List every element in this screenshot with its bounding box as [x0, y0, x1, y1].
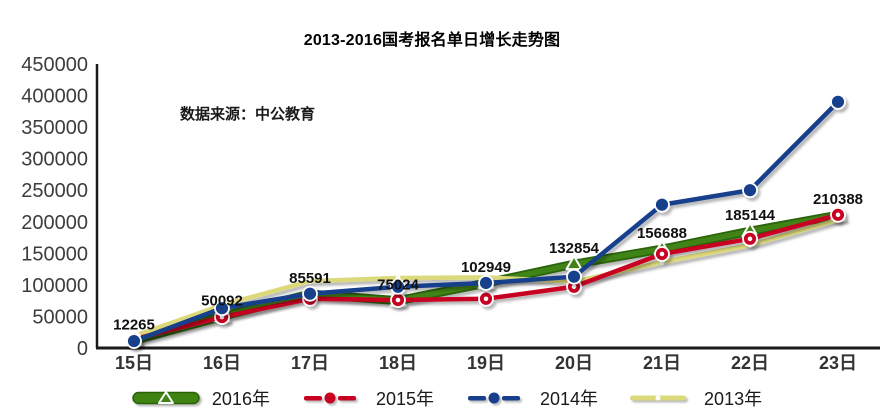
- data-label: 50092: [201, 292, 243, 309]
- data-point-white-dot: [307, 278, 313, 284]
- data-point-dot: [214, 300, 230, 317]
- y-axis-tick-label: 100000: [21, 275, 88, 297]
- x-axis-tick-label: 20日: [555, 353, 593, 373]
- data-point-dot: [830, 93, 846, 110]
- x-axis-tick-label: 15日: [115, 353, 153, 373]
- legend-line: [337, 396, 356, 401]
- line-chart: 0 50000 100000 150000 200000 250000 300000 3500…: [21, 54, 880, 373]
- y-axis-tick-label: 400000: [21, 86, 88, 108]
- legend-label: 2014年: [540, 389, 599, 409]
- data-label: 85591: [289, 270, 331, 287]
- legend-swatch: [132, 391, 200, 405]
- x-axis-tick-label: 19日: [467, 353, 505, 373]
- data-point-dot-center: [747, 236, 753, 242]
- y-axis-tick-label: 350000: [21, 117, 88, 139]
- y-axis-tick-label: 250000: [21, 180, 88, 202]
- series-2014年: [126, 93, 846, 349]
- y-axis-tick-label: 300000: [21, 149, 88, 171]
- legend-label: 2016年: [211, 389, 270, 409]
- y-axis-tick-label: 450000: [21, 54, 88, 76]
- series-2015年: [126, 206, 846, 348]
- data-point-dot-center: [483, 296, 489, 302]
- legend-swatch: [630, 395, 687, 401]
- legend-dot-icon: [488, 392, 500, 404]
- x-axis-tick-label: 17日: [291, 353, 329, 373]
- legend-dot-icon: [655, 395, 661, 401]
- data-point-dot: [478, 275, 494, 291]
- y-axis-tick-label: 50000: [32, 306, 88, 328]
- data-label: 132854: [549, 240, 600, 257]
- data-point-dot-center: [395, 297, 401, 303]
- legend-line: [468, 396, 486, 401]
- data-point-dot-center: [835, 212, 841, 218]
- data-point-dot: [566, 268, 582, 285]
- source-note: 数据来源：中公教育: [180, 106, 316, 123]
- x-axis-tick-label: 21日: [643, 353, 681, 373]
- x-axis-tick-label: 22日: [731, 353, 769, 373]
- data-point-dot: [126, 333, 142, 349]
- y-axis-tick-label: 0: [77, 338, 88, 360]
- data-label: 156688: [637, 225, 687, 242]
- chart-title: 2013-2016国考报名单日增长走势图: [303, 32, 561, 49]
- legend-item-2015年: 2015年: [296, 385, 434, 411]
- data-point-dot-center: [659, 251, 665, 257]
- data-point-dot: [742, 182, 758, 199]
- data-point-dot: [390, 278, 406, 295]
- x-axis-tick-label: 16日: [203, 353, 241, 373]
- legend-dot-icon: [324, 392, 336, 404]
- data-label: 75024: [377, 277, 419, 294]
- data-point-dot-center: [571, 284, 577, 290]
- data-point-dot: [654, 196, 670, 213]
- data-point-dot: [302, 285, 318, 302]
- chart-legend: 2016年 2015年 2014年 2013年: [0, 385, 894, 411]
- legend-swatch: [468, 392, 520, 404]
- legend-triangle-icon: [157, 391, 174, 404]
- legend-line: [303, 396, 322, 401]
- legend-label: 2013年: [704, 389, 763, 409]
- legend-line: [502, 396, 520, 401]
- legend-swatch: [303, 392, 356, 404]
- x-axis-tick-label: 23日: [819, 353, 857, 373]
- x-axis-tick-label: 18日: [379, 353, 417, 373]
- legend-label: 2015年: [375, 389, 434, 409]
- legend-item-2014年: 2014年: [460, 385, 598, 411]
- data-label: 185144: [725, 207, 776, 224]
- y-axis-tick-label: 150000: [21, 243, 88, 265]
- legend-item-2013年: 2013年: [624, 385, 762, 411]
- y-axis-tick-label: 200000: [21, 212, 88, 234]
- data-label: 102949: [461, 259, 511, 276]
- legend-item-2016年: 2016年: [132, 385, 270, 411]
- data-label: 12265: [113, 316, 155, 333]
- data-label: 210388: [813, 191, 863, 208]
